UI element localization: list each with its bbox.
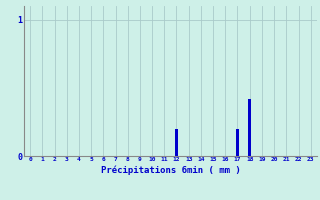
Bar: [236, 129, 239, 156]
X-axis label: Précipitations 6min ( mm ): Précipitations 6min ( mm ): [100, 165, 240, 175]
Bar: [175, 129, 178, 156]
Bar: [248, 99, 251, 156]
